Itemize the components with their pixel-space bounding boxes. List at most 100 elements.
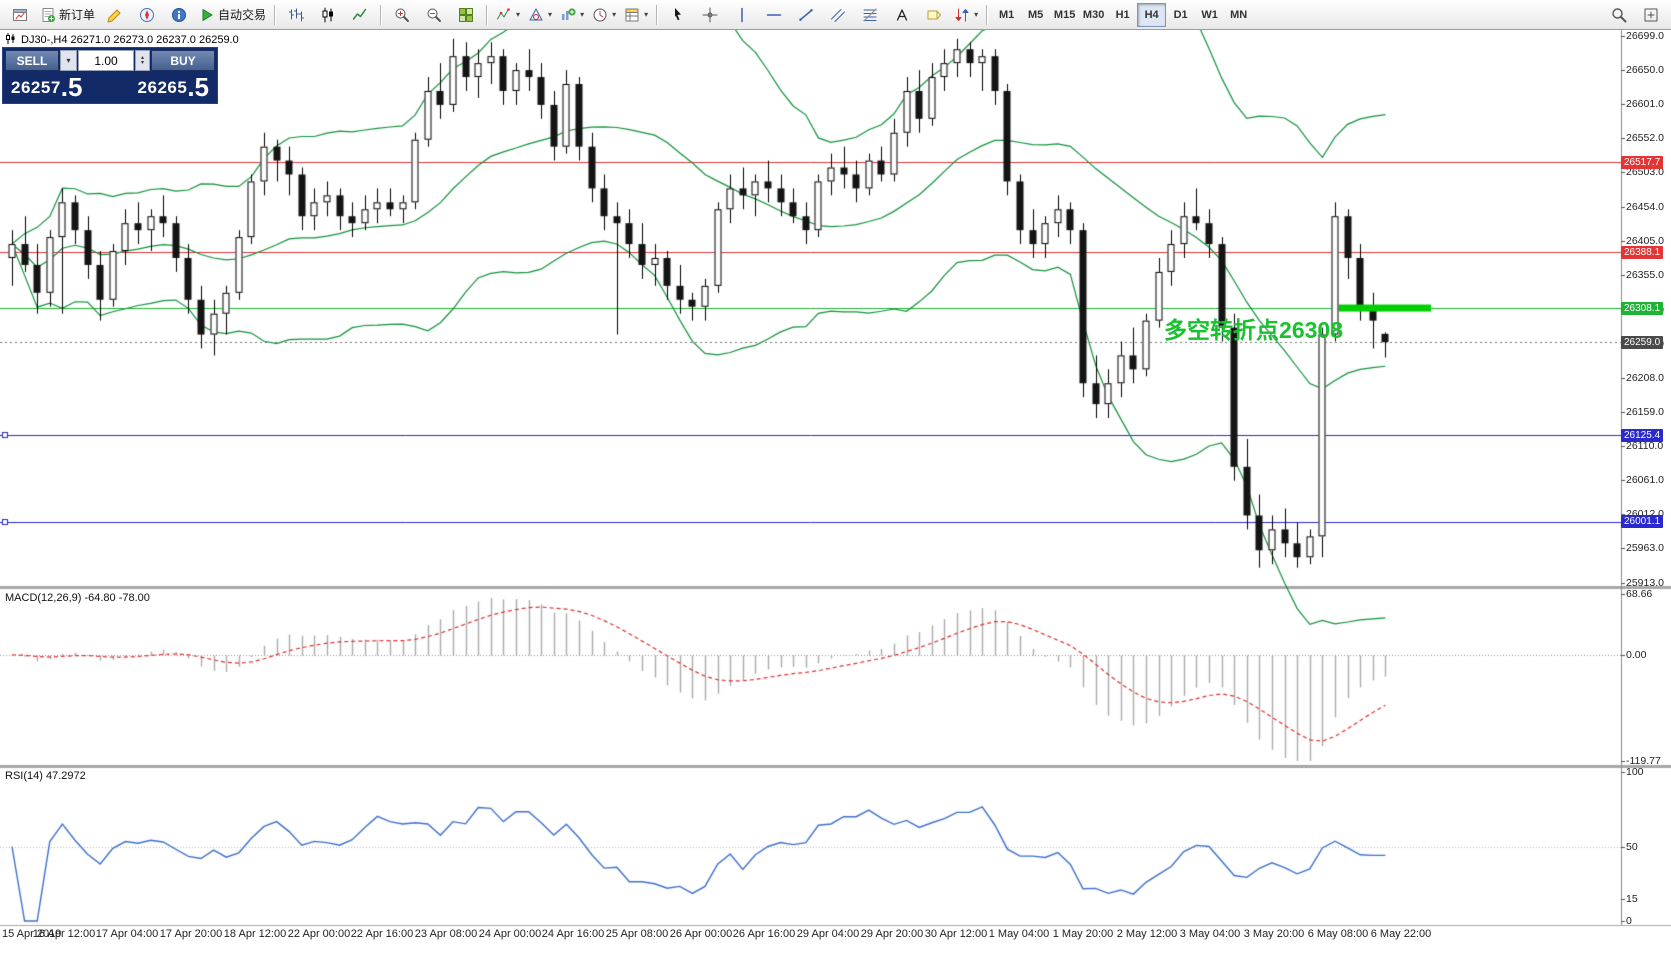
time-axis-label: 18 Apr 12:00: [223, 928, 287, 940]
toolbar-separator: [986, 4, 989, 25]
price-axis-tick: 26159.0: [1626, 405, 1664, 418]
toolbar: 新订单 自动交易 ▾ ▾ ▾ ▾ ▾ ▾ M1 M5 M15 M30 H1 H4 D1 W1 MN: [0, 0, 1671, 30]
time-axis-label: 23 Apr 08:00: [414, 928, 478, 940]
rsi-axis-tick: 100: [1626, 766, 1644, 778]
chevron-down-icon: ▾: [974, 10, 979, 19]
time-axis-label: 25 Apr 08:00: [605, 928, 669, 940]
time-axis-label: 1 May 20:00: [1052, 928, 1114, 940]
volume-input[interactable]: [78, 50, 134, 71]
volume-spinner[interactable]: ▴ ▾: [135, 50, 150, 71]
timeframe-M30[interactable]: M30: [1082, 8, 1105, 21]
trendline-icon[interactable]: [790, 2, 822, 28]
time-axis-label: 17 Apr 04:00: [95, 928, 159, 940]
new-window-icon[interactable]: [1635, 2, 1667, 28]
timeframe-D1[interactable]: D1: [1173, 8, 1188, 21]
new-order-button-label: 新订单: [59, 8, 96, 22]
autotrading-button-label: 自动交易: [218, 8, 267, 22]
rsi-label: RSI(14) 47.2972: [5, 770, 86, 782]
price-axis-tick: 26405.0: [1626, 234, 1664, 247]
time-axis-label: 3 May 04:00: [1179, 928, 1241, 940]
time-axis-label: 6 May 08:00: [1307, 928, 1369, 940]
timeframe-M15[interactable]: M15: [1053, 8, 1076, 21]
price-axis-tick: 26650.0: [1626, 64, 1664, 77]
buy-price: 26265.5: [137, 72, 209, 102]
rsi-axis-tick: 15: [1626, 892, 1638, 905]
price-level-label[interactable]: 26388.1: [1621, 245, 1664, 259]
price-axis-tick: 26552.0: [1626, 132, 1664, 145]
timeframe-MN[interactable]: MN: [1230, 8, 1248, 21]
time-axis-label: 2 May 12:00: [1116, 928, 1178, 940]
templates-icon[interactable]: ▾: [620, 2, 652, 28]
price-level-label[interactable]: 26001.1: [1621, 515, 1664, 529]
text-icon[interactable]: [886, 2, 918, 28]
rsi-axis-tick: 0: [1626, 915, 1632, 927]
chevron-down-icon: ▾: [516, 10, 521, 19]
channel-icon[interactable]: [822, 2, 854, 28]
time-axis-label: 16 Apr 12:00: [32, 928, 96, 940]
price-level-label[interactable]: 26259.0: [1621, 335, 1664, 349]
time-axis-label: 29 Apr 20:00: [860, 928, 924, 940]
timeframe-H1[interactable]: H1: [1115, 8, 1130, 21]
timeframe-H4[interactable]: H4: [1137, 2, 1167, 27]
timeframe-M5[interactable]: M5: [1027, 8, 1044, 21]
macd-label: MACD(12,26,9) -64.80 -78.00: [5, 592, 150, 604]
sell-price: 26257.5: [11, 72, 83, 102]
chevron-down-icon: ▾: [612, 10, 617, 19]
macd-axis-tick: 68.66: [1626, 588, 1653, 600]
chart-annotation-text[interactable]: 多空转折点26308: [1164, 317, 1343, 344]
toolbar-separator: [274, 4, 277, 25]
time-axis-label: 29 Apr 04:00: [796, 928, 860, 940]
price-axis-tick: 26503.0: [1626, 166, 1664, 179]
zoom-in-icon[interactable]: [386, 2, 418, 28]
candlestick-chart-icon[interactable]: [312, 2, 344, 28]
price-axis-tick: 25913.0: [1626, 577, 1664, 589]
zoom-out-icon[interactable]: [418, 2, 450, 28]
rsi-axis-tick: 50: [1626, 840, 1638, 853]
toolbar-separator: [656, 4, 659, 25]
add-indicator-icon[interactable]: ▾: [556, 2, 588, 28]
price-level-label[interactable]: 26125.4: [1621, 428, 1664, 442]
fibonacci-icon[interactable]: [854, 2, 886, 28]
horizontal-line-icon[interactable]: [758, 2, 790, 28]
label-icon[interactable]: [918, 2, 950, 28]
timeframe-W1[interactable]: W1: [1201, 8, 1218, 21]
time-axis-label: 30 Apr 12:00: [924, 928, 988, 940]
price-level-label[interactable]: 26308.1: [1621, 301, 1664, 315]
price-axis-tick: 26061.0: [1626, 474, 1664, 486]
search-icon[interactable]: [1603, 2, 1635, 28]
time-axis-label: 22 Apr 00:00: [287, 928, 351, 940]
sell-button[interactable]: SELL: [5, 50, 59, 71]
macd-axis-tick: -119.77: [1626, 754, 1661, 767]
crosshair-icon[interactable]: [694, 2, 726, 28]
volume-dropdown[interactable]: ▾: [60, 50, 77, 71]
chart-canvas[interactable]: [0, 30, 1671, 953]
buy-button[interactable]: BUY: [151, 50, 215, 71]
bar-chart-icon[interactable]: [280, 2, 312, 28]
metaeditor-icon[interactable]: [99, 2, 131, 28]
toolbar-separator: [380, 4, 383, 25]
price-axis-tick: 26355.0: [1626, 269, 1664, 282]
tile-windows-icon[interactable]: [450, 2, 482, 28]
new-chart-icon[interactable]: [4, 2, 36, 28]
time-axis-label: 26 Apr 16:00: [732, 928, 796, 940]
symbol-info: DJ30-,H4 26271.0 26273.0 26237.0 26259.0: [5, 33, 239, 47]
vertical-line-icon[interactable]: [726, 2, 758, 28]
new-order-button[interactable]: 新订单: [36, 2, 99, 28]
data-window-icon[interactable]: [163, 2, 195, 28]
periods-icon[interactable]: ▾: [588, 2, 620, 28]
axis-labels-layer: 26699.0 26650.0 26601.0 26552.0 26503.0 26454…: [0, 30, 1671, 953]
cursor-icon[interactable]: [662, 2, 694, 28]
spinner-up-icon[interactable]: ▴: [140, 54, 144, 61]
price-level-label[interactable]: 26517.7: [1621, 155, 1664, 169]
line-chart-icon[interactable]: [344, 2, 376, 28]
shapes-icon[interactable]: ▾: [950, 2, 982, 28]
autotrading-button[interactable]: 自动交易: [195, 2, 270, 28]
time-axis-label: 6 May 22:00: [1370, 928, 1432, 940]
timeframe-M1[interactable]: M1: [998, 8, 1015, 21]
price-axis-tick: 26699.0: [1626, 30, 1664, 42]
spinner-down-icon[interactable]: ▾: [140, 59, 144, 66]
price-axis-tick: 25963.0: [1626, 542, 1664, 555]
objects-icon[interactable]: ▾: [524, 2, 556, 28]
navigator-icon[interactable]: [131, 2, 163, 28]
indicators-icon[interactable]: ▾: [492, 2, 524, 28]
